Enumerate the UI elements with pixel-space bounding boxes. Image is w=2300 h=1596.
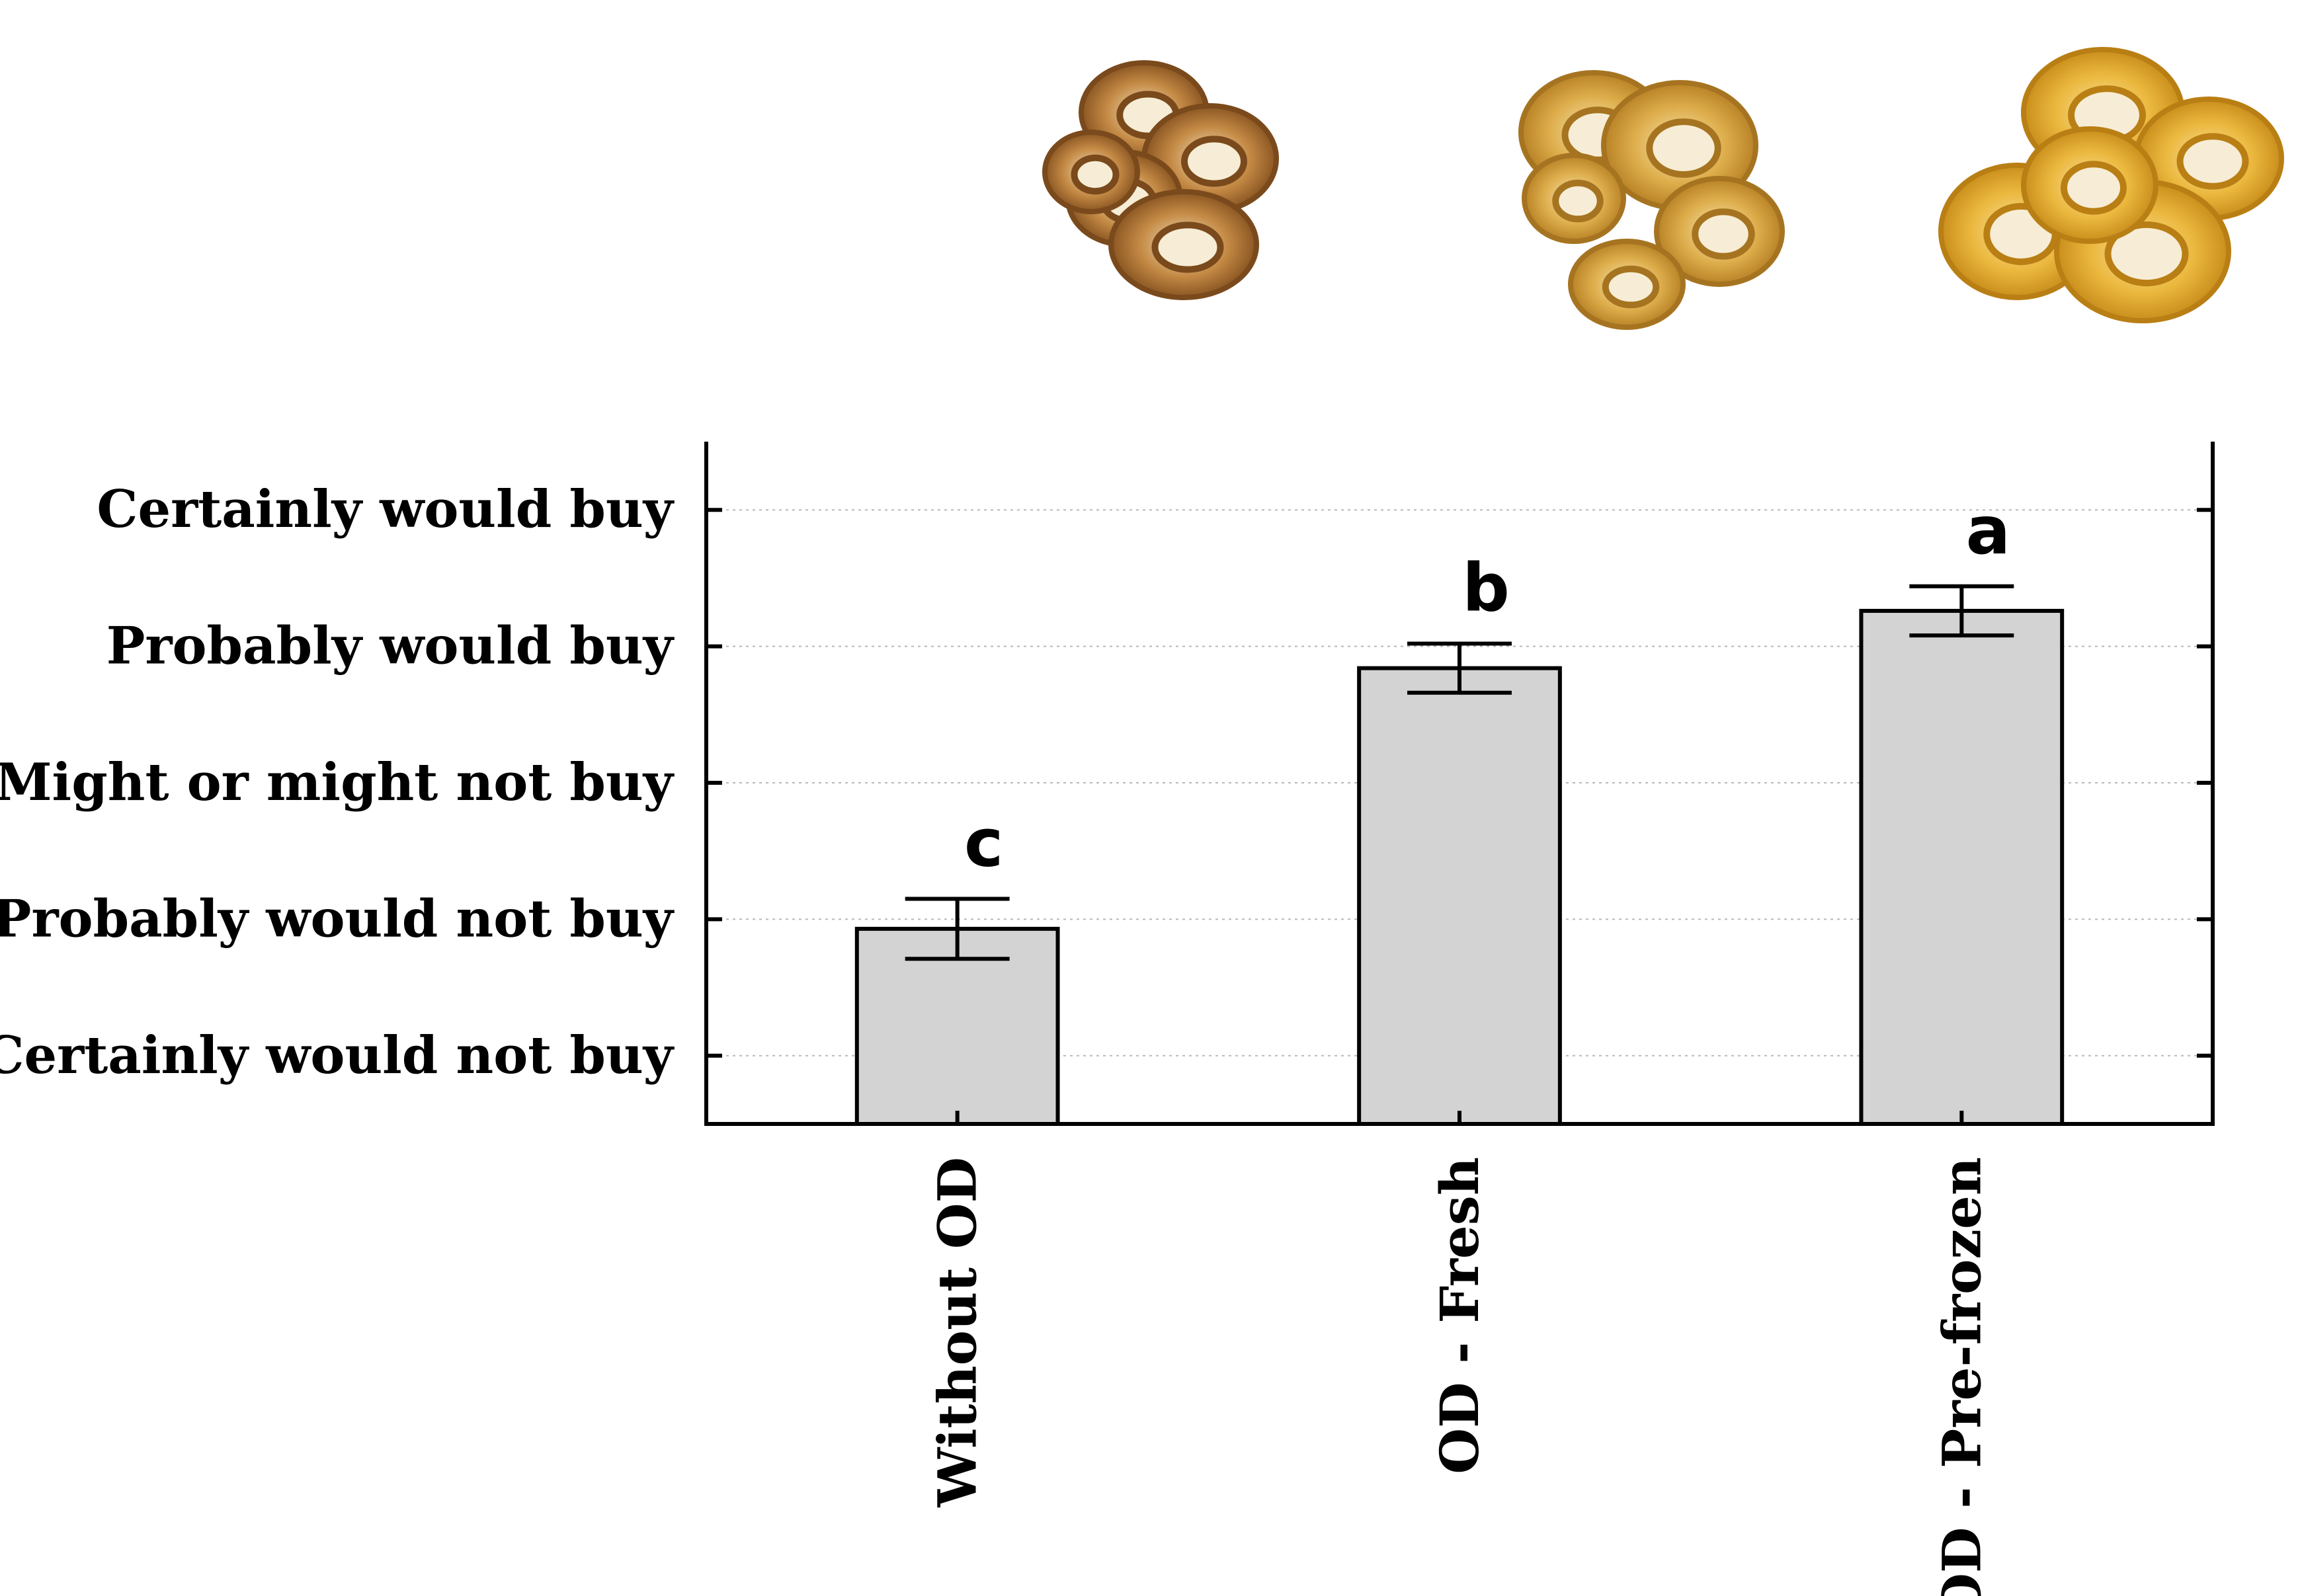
x-tick-label-2: OD - Fresh bbox=[1428, 1157, 1491, 1474]
y-tick-label-2: Probably would not buy bbox=[0, 889, 675, 949]
fruit-slice bbox=[1042, 130, 1140, 214]
plot-frame bbox=[704, 442, 2215, 1126]
fruit-slice bbox=[1568, 239, 1686, 330]
y-tick-label-3: Might or might not buy bbox=[0, 752, 675, 813]
fruit-slice-core bbox=[1692, 208, 1755, 260]
fruit-slice-core bbox=[1181, 136, 1247, 187]
fruit-slice bbox=[2133, 97, 2284, 221]
fruit-slice-core bbox=[1071, 154, 1120, 195]
significance-label-1: c bbox=[964, 804, 1003, 881]
fruit-slice bbox=[2021, 126, 2158, 244]
fruit-slice-core bbox=[1646, 118, 1721, 178]
sample-photo-3 bbox=[1938, 47, 2284, 323]
fruit-slice bbox=[1522, 153, 1626, 244]
significance-label-2: b bbox=[1462, 549, 1510, 626]
y-tick-label-4: Probably would buy bbox=[106, 616, 675, 676]
x-tick-label-3: OD - Pre-frozen bbox=[1930, 1157, 1992, 1596]
x-axis-ticks: Without OD OD - Fresh OD - Pre-frozen bbox=[926, 1157, 1993, 1596]
fruit-slice-core bbox=[1552, 179, 1604, 223]
sample-photos bbox=[1042, 47, 2284, 330]
sample-photo-2 bbox=[1518, 70, 1785, 330]
significance-label-3: a bbox=[1966, 492, 2010, 569]
y-axis-ticks: Certainly would not buy Probably would no… bbox=[0, 479, 675, 1086]
y-tick-label-1: Certainly would not buy bbox=[0, 1025, 675, 1086]
error-bar-1 bbox=[905, 897, 1010, 961]
fruit-slice-core bbox=[2061, 161, 2127, 215]
fruit-slice-core bbox=[2104, 221, 2189, 287]
fruit-slice-core bbox=[1602, 265, 1660, 309]
sample-photo-1 bbox=[1042, 60, 1279, 300]
fruit-slice bbox=[1108, 189, 1259, 300]
y-tick-label-5: Certainly would buy bbox=[97, 479, 675, 539]
fruit-slice-core bbox=[1151, 221, 1224, 273]
bar-1 bbox=[854, 926, 1060, 1127]
fruit-slice bbox=[1654, 176, 1785, 287]
error-bar-3 bbox=[1909, 584, 2014, 638]
fruit-slice-core bbox=[2176, 133, 2249, 190]
error-bar-2 bbox=[1407, 641, 1512, 695]
bar-3 bbox=[1859, 608, 2065, 1126]
bar-2 bbox=[1357, 666, 1562, 1126]
x-tick-label-1: Without OD bbox=[926, 1157, 989, 1507]
bars: c b a bbox=[854, 492, 2065, 1127]
